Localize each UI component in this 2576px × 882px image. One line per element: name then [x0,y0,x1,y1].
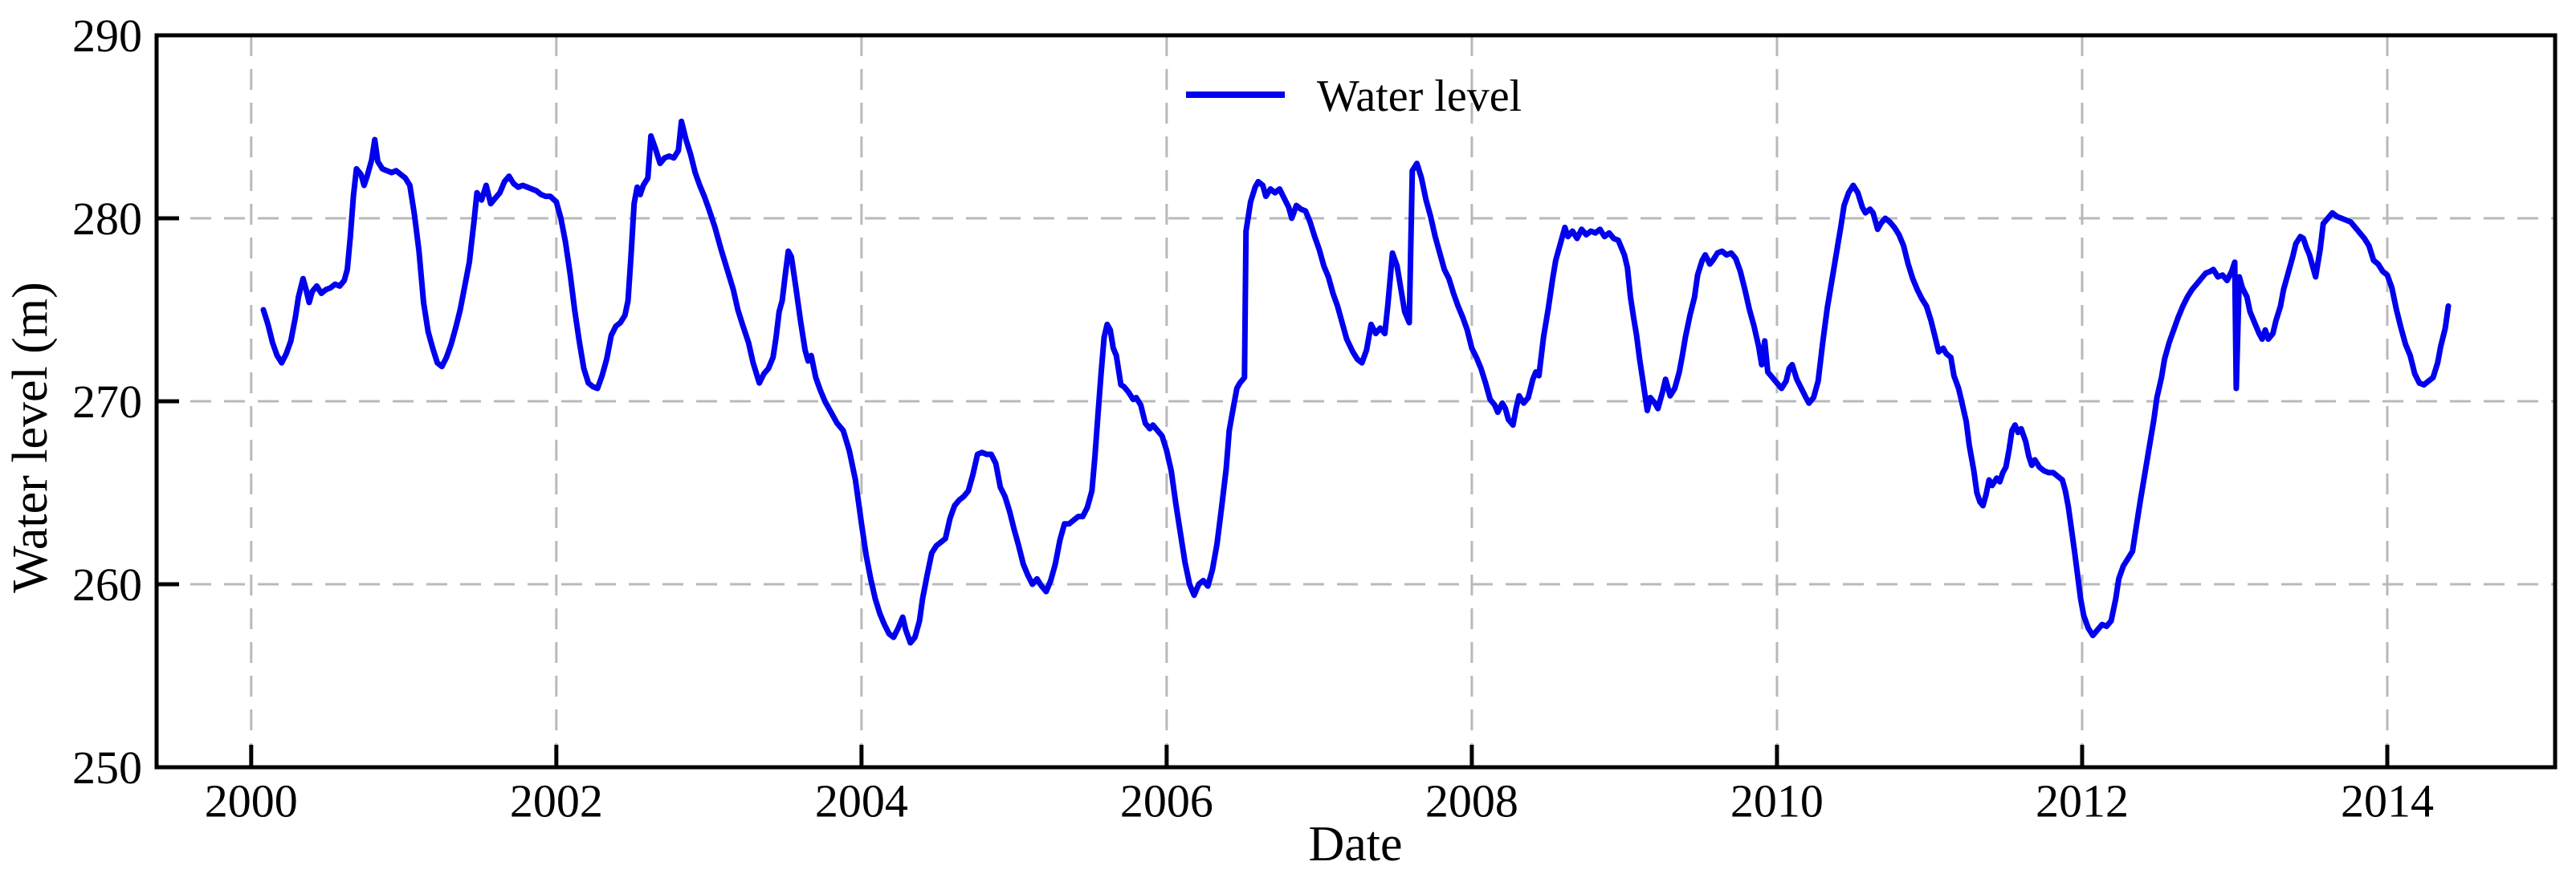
legend-label: Water level [1317,71,1522,121]
x-tick-label: 2000 [205,775,298,827]
y-axis-title: Water level (m) [3,282,58,592]
y-tick-label: 270 [72,376,142,428]
legend: Water level [1186,71,1522,121]
y-tick-label: 250 [72,742,142,794]
gridlines [157,35,2555,767]
axis-ticks [157,33,2390,770]
y-tick-label: 290 [72,10,142,62]
x-tick-label: 2002 [510,775,603,827]
x-tick-label: 2004 [815,775,908,827]
y-tick-label: 280 [72,193,142,245]
x-tick-label: 2006 [1120,775,1213,827]
tick-labels: 2000 2002 2004 2006 2008 2010 2012 2014 250 260 27… [72,10,2434,827]
x-tick-label: 2012 [2036,775,2129,827]
y-tick-label: 260 [72,559,142,611]
x-tick-label: 2010 [1730,775,1824,827]
water-level-series [260,118,2452,646]
plot-border [154,33,2558,770]
x-tick-label: 2014 [2341,775,2434,827]
water-level-line [260,118,2452,646]
x-axis-title: Date [1308,817,1402,872]
x-tick-label: 2008 [1425,775,1518,827]
